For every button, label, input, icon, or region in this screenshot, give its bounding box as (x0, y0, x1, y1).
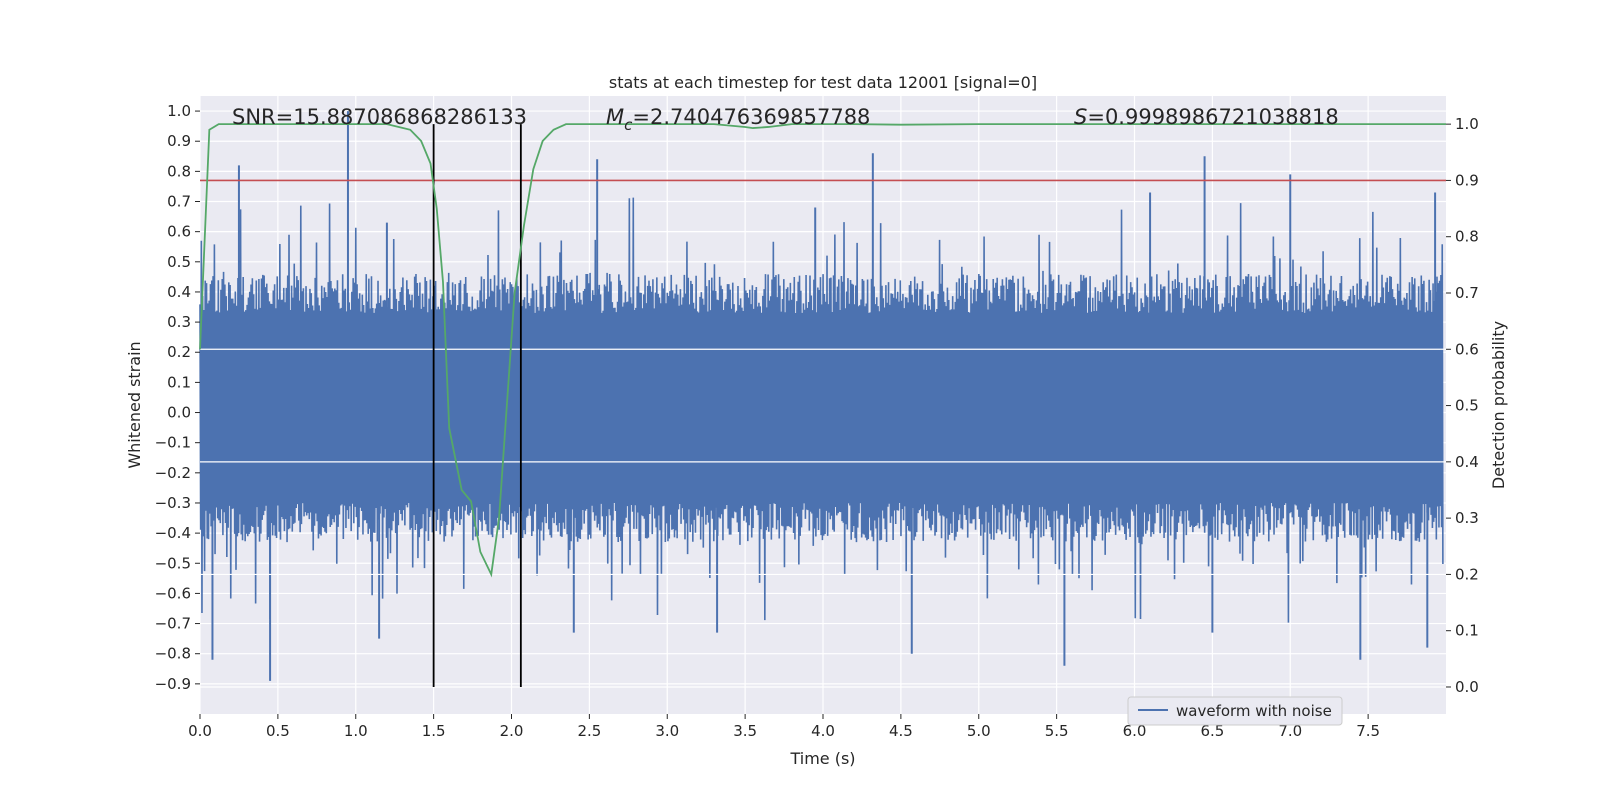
x-tick-label-5: 2.5 (577, 722, 601, 740)
x-tick-label-0: 0.0 (188, 722, 212, 740)
y-tick-label-2: −0.7 (155, 615, 191, 633)
x-tick-label-14: 7.0 (1278, 722, 1302, 740)
y-tick-label-11: 0.2 (167, 343, 191, 361)
x-tick-label-2: 1.0 (344, 722, 368, 740)
x-tick-label-9: 4.5 (889, 722, 913, 740)
legend-box (1127, 696, 1343, 726)
chirp-mass-value: =2.740476369857788 (632, 105, 870, 129)
y2-tick-label-0: 0.0 (1455, 678, 1479, 696)
chirp-mass-symbol: M (606, 105, 624, 129)
x-tick-label-6: 3.0 (655, 722, 679, 740)
y-tick-label-15: 0.6 (167, 223, 191, 241)
y-tick-label-3: −0.6 (155, 584, 191, 602)
y2-tick-label-3: 0.3 (1455, 509, 1479, 527)
detection-probability-line (199, 123, 1446, 578)
x-axis-label: Time (s) (789, 749, 855, 768)
y2-tick-label-5: 0.5 (1455, 397, 1479, 415)
y-tick-label-18: 0.9 (167, 132, 191, 150)
y-axis-left: −0.9 −0.8 −0.7 −0.6 −0.5 −0.4 −0.3 −0.2 −0.1 0.0 0… (155, 102, 200, 693)
y2-tick-label-8: 0.8 (1455, 228, 1479, 246)
y2-tick-label-2: 0.2 (1455, 565, 1479, 583)
y-tick-label-5: −0.4 (155, 524, 191, 542)
chirp-mass-subscript: c (624, 116, 633, 134)
x-tick-label-15: 7.5 (1356, 722, 1380, 740)
y-tick-label-0: −0.9 (155, 675, 191, 693)
waveform-series (199, 111, 1446, 688)
y-tick-label-4: −0.5 (155, 554, 191, 572)
chart-title: stats at each timestep for test data 120… (609, 73, 1037, 92)
y-tick-label-16: 0.7 (167, 193, 191, 211)
y-tick-label-8: −0.1 (155, 434, 191, 452)
y-tick-label-9: 0.0 (167, 404, 191, 422)
y-tick-label-19: 1.0 (167, 102, 191, 120)
y2-axis-label: Detection probability (1489, 321, 1508, 489)
snr-annotation: SNR=15.887086868286133 (232, 105, 527, 129)
chirp-mass-annotation: Mc=2.740476369857788 (606, 105, 870, 134)
x-tick-label-3: 1.5 (422, 722, 446, 740)
y-tick-label-10: 0.1 (167, 373, 191, 391)
x-tick-label-11: 5.5 (1045, 722, 1069, 740)
y-tick-label-17: 0.8 (167, 162, 191, 180)
y-axis-label: Whitened strain (125, 341, 144, 468)
overlay-lines (199, 123, 1446, 687)
legend: waveform with noise (1127, 696, 1343, 726)
s-annotation: S=0.9998986721038818 (1074, 105, 1339, 129)
legend-label-waveform: waveform with noise (1176, 702, 1332, 720)
s-symbol: S (1074, 105, 1087, 129)
y2-tick-label-10: 1.0 (1455, 115, 1479, 133)
y-tick-label-13: 0.4 (167, 283, 191, 301)
s-value: =0.9998986721038818 (1087, 105, 1338, 129)
y-tick-label-1: −0.8 (155, 645, 191, 663)
x-tick-label-13: 6.5 (1200, 722, 1224, 740)
x-tick-label-4: 2.0 (500, 722, 524, 740)
x-tick-label-7: 3.5 (733, 722, 757, 740)
y-axis-right: 0.0 0.1 0.2 0.3 0.4 0.5 0.6 0.7 0.8 0.9 1.0 (1446, 115, 1479, 696)
x-tick-label-12: 6.0 (1123, 722, 1147, 740)
y2-tick-label-1: 0.1 (1455, 622, 1479, 640)
x-axis: 0.0 0.5 1.0 1.5 2.0 2.5 3.0 3.5 4.0 4.5 5.0 5.5 6.0 6… (188, 714, 1380, 740)
y2-tick-label-7: 0.7 (1455, 284, 1479, 302)
y2-tick-label-4: 0.4 (1455, 453, 1479, 471)
y-tick-label-7: −0.2 (155, 464, 191, 482)
waveform-core-band (200, 313, 1443, 503)
x-tick-label-8: 4.0 (811, 722, 835, 740)
y-tick-label-14: 0.5 (167, 253, 191, 271)
y2-tick-label-9: 0.9 (1455, 171, 1479, 189)
x-tick-label-1: 0.5 (266, 722, 290, 740)
y-tick-label-12: 0.3 (167, 313, 191, 331)
y2-tick-label-6: 0.6 (1455, 340, 1479, 358)
y-tick-label-6: −0.3 (155, 494, 191, 512)
x-tick-label-10: 5.0 (967, 722, 991, 740)
